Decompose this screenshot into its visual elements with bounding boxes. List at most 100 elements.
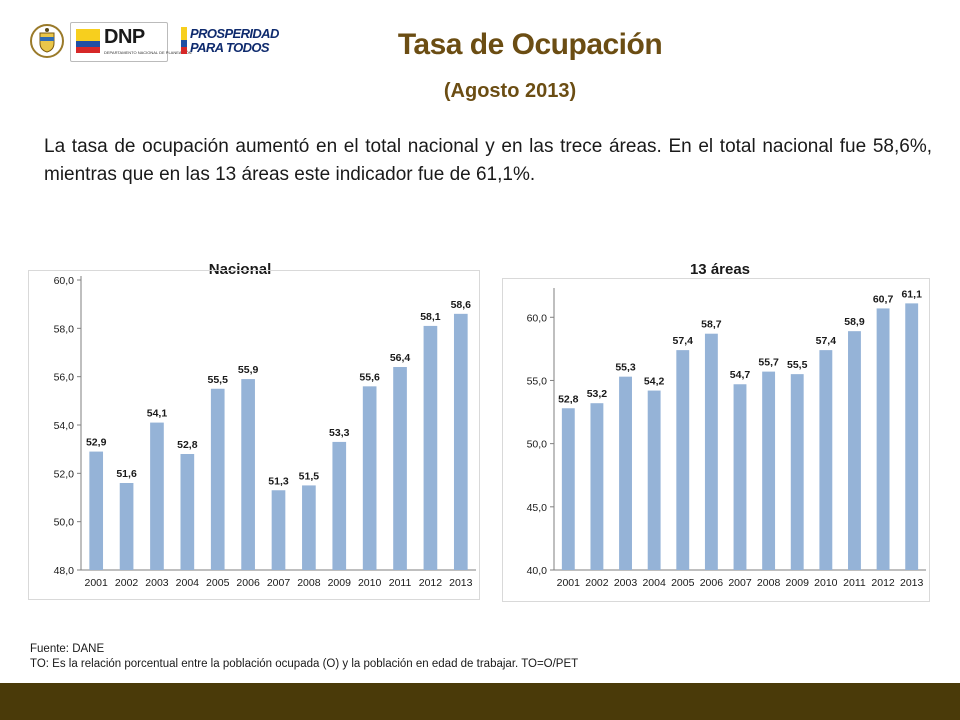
x-tick-label: 2003 — [614, 577, 638, 589]
x-tick-label: 2009 — [328, 577, 352, 589]
x-tick-label: 2013 — [900, 577, 924, 589]
colombia-flag-icon — [76, 29, 100, 53]
bar — [119, 483, 134, 570]
x-tick-label: 2002 — [585, 577, 609, 589]
x-tick-label: 2004 — [642, 577, 666, 589]
data-label: 52,8 — [558, 393, 579, 405]
y-tick-label: 40,0 — [527, 565, 548, 577]
x-tick-label: 2010 — [358, 577, 382, 589]
colombia-stripes-icon — [181, 27, 187, 54]
y-tick-label: 56,0 — [54, 372, 75, 384]
x-tick-label: 2011 — [843, 577, 866, 589]
data-label: 52,8 — [177, 439, 198, 451]
bar — [332, 441, 347, 570]
bar — [848, 331, 861, 570]
x-tick-label: 2005 — [206, 577, 230, 589]
bar — [762, 371, 776, 570]
bar — [241, 379, 255, 570]
data-label: 55,9 — [238, 364, 259, 376]
data-label: 58,9 — [844, 316, 865, 328]
bar — [210, 388, 225, 570]
data-label: 51,3 — [268, 475, 289, 487]
y-tick-label: 50,0 — [527, 439, 548, 451]
bar — [362, 386, 377, 570]
x-tick-label: 2002 — [115, 577, 139, 589]
data-label: 57,4 — [816, 335, 837, 347]
footer-bar — [0, 683, 960, 720]
definition-note: TO: Es la relación porcentual entre la p… — [30, 658, 579, 670]
bar — [676, 350, 690, 570]
bar — [393, 367, 407, 570]
bar — [790, 374, 804, 570]
y-tick-label: 50,0 — [54, 517, 75, 529]
data-label: 53,2 — [587, 388, 608, 400]
dnp-logo: DNP DEPARTAMENTO NACIONAL DE PLANEACIÓN — [70, 22, 192, 62]
bar — [561, 408, 575, 570]
x-tick-label: 2010 — [814, 577, 838, 589]
coat-of-arms-logo — [30, 24, 64, 58]
data-label: 55,6 — [359, 371, 380, 383]
data-label: 56,4 — [390, 352, 411, 364]
dnp-logo-text: DNP — [104, 26, 145, 48]
prosperidad-logo-line1: PROSPERIDAD — [190, 26, 279, 41]
y-tick-label: 54,0 — [54, 420, 75, 432]
bar — [423, 325, 438, 570]
data-label: 54,7 — [730, 369, 751, 381]
footnotes: Fuente: DANE TO: Es la relación porcentu… — [30, 642, 578, 672]
y-tick-label: 45,0 — [527, 502, 548, 514]
bar — [180, 454, 195, 570]
data-label: 55,7 — [758, 357, 779, 369]
bar — [150, 422, 164, 570]
y-tick-label: 60,0 — [527, 312, 548, 324]
data-label: 54,2 — [644, 376, 665, 388]
x-tick-label: 2006 — [236, 577, 260, 589]
chart-title-13-areas: 13 áreas — [689, 261, 751, 278]
x-tick-label: 2011 — [389, 577, 412, 589]
bar — [905, 303, 919, 570]
x-tick-label: 2001 — [557, 577, 581, 589]
source-note: Fuente: DANE — [30, 643, 105, 655]
dnp-logo-subtext: DEPARTAMENTO NACIONAL DE PLANEACIÓN — [104, 50, 192, 55]
page-subtitle: (Agosto 2013) — [443, 80, 577, 102]
chart-13-areas: 40,0 45,0 50,0 55,0 60,0 52,8 2001 53,2 2002 55,3… — [502, 278, 930, 602]
data-label: 58,7 — [701, 319, 722, 331]
bar — [704, 333, 718, 570]
data-label: 58,1 — [420, 311, 441, 323]
x-tick-label: 2013 — [449, 577, 473, 589]
y-tick-label: 58,0 — [54, 323, 75, 335]
x-tick-label: 2008 — [297, 577, 321, 589]
x-tick-label: 2008 — [757, 577, 781, 589]
bar — [619, 376, 632, 570]
data-label: 54,1 — [147, 408, 168, 420]
chart-nacional: 48,0 50,0 52,0 54,0 56,0 58,0 60,0 52,9 2001 51,6… — [28, 270, 480, 600]
x-tick-label: 2006 — [700, 577, 724, 589]
bar — [590, 403, 604, 570]
data-label: 57,4 — [673, 335, 694, 347]
page-title: Tasa de Ocupación — [397, 28, 663, 61]
data-label: 55,5 — [787, 359, 808, 371]
x-tick-label: 2005 — [671, 577, 695, 589]
y-tick-label: 52,0 — [54, 468, 75, 480]
chart-frame — [28, 270, 480, 600]
x-tick-label: 2009 — [786, 577, 810, 589]
bar — [302, 485, 316, 570]
prosperidad-logo: PROSPERIDAD PARA TODOS — [181, 26, 296, 56]
x-tick-label: 2004 — [176, 577, 200, 589]
data-label: 55,5 — [208, 374, 229, 386]
data-label: 53,3 — [329, 427, 350, 439]
data-label: 58,6 — [451, 299, 472, 311]
x-tick-label: 2012 — [419, 577, 443, 589]
y-tick-label: 48,0 — [54, 565, 75, 577]
x-tick-label: 2001 — [85, 577, 109, 589]
data-label: 51,5 — [299, 470, 320, 482]
x-tick-label: 2007 — [728, 577, 752, 589]
y-tick-label: 55,0 — [527, 375, 548, 387]
bar — [647, 390, 661, 570]
data-label: 51,6 — [116, 468, 137, 480]
x-tick-label: 2007 — [267, 577, 291, 589]
y-tick-label: 60,0 — [54, 275, 75, 287]
x-tick-label: 2012 — [871, 577, 895, 589]
x-tick-label: 2003 — [145, 577, 169, 589]
data-label: 61,1 — [901, 288, 922, 300]
prosperidad-logo-line2: PARA TODOS — [190, 40, 270, 55]
